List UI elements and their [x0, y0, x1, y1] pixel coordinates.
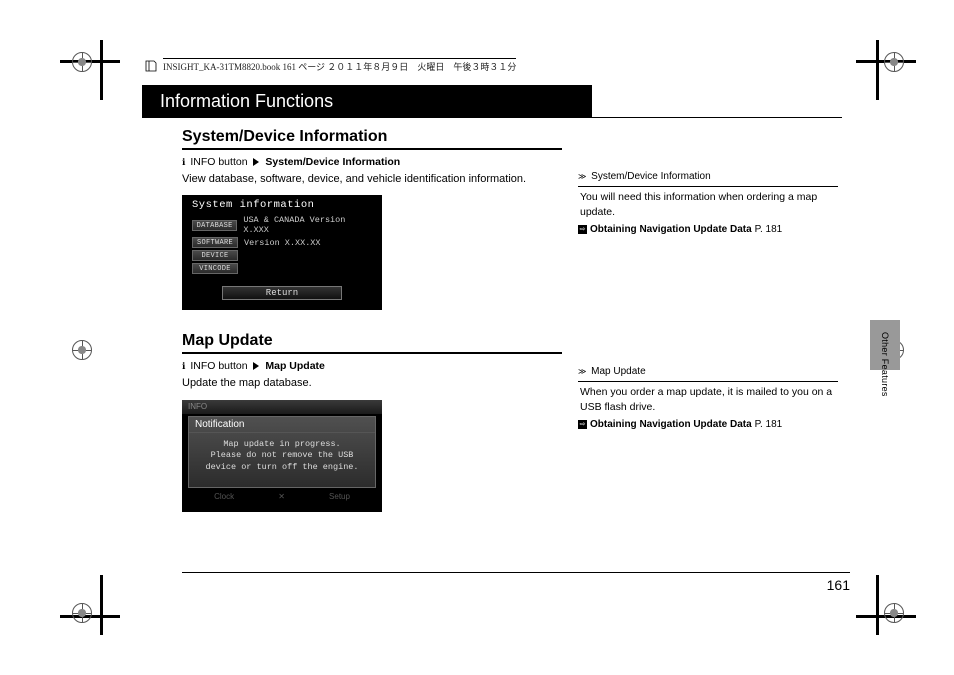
screenshot-row: DATABASE USA & CANADA Version X.XXX	[182, 215, 382, 237]
book-icon	[145, 60, 157, 72]
section-heading-system-info: System/Device Information	[182, 128, 562, 150]
main-column: System/Device Information ℹ INFO button …	[182, 128, 562, 534]
source-file-header: INSIGHT_KA-31TM8820.book 161 ページ ２０１１年８月…	[145, 58, 516, 73]
screenshot-row: DEVICE	[182, 250, 382, 263]
section-body: View database, software, device, and veh…	[182, 172, 562, 187]
registration-mark-icon	[884, 603, 904, 623]
screenshot-top-bar: INFO	[182, 400, 382, 414]
screenshot-row: SOFTWARE Version X.XX.XX	[182, 237, 382, 250]
screenshot-row: VINCODE	[182, 263, 382, 276]
breadcrumb-prefix: INFO button	[190, 360, 247, 372]
notification-body: Map update in progress. Please do not re…	[189, 433, 375, 479]
screenshot-bottom-bar: Clock ✕ Setup	[182, 490, 382, 505]
sidebar-section-system-info: ≫ System/Device Information You will nee…	[578, 170, 838, 237]
notification-line: Map update in progress.	[193, 439, 371, 450]
breadcrumb-target: Map Update	[265, 360, 325, 372]
screenshot-field-button: VINCODE	[192, 263, 238, 274]
crop-mark	[60, 575, 120, 635]
link-icon: ⇨	[578, 420, 587, 429]
wrench-icon: ✕	[278, 492, 285, 501]
breadcrumb-target: System/Device Information	[265, 156, 400, 168]
thumb-tab-label: Other Features	[880, 332, 890, 397]
screenshot-title: System information	[182, 195, 382, 215]
screenshot-field-button: SOFTWARE	[192, 237, 238, 248]
link-icon: ⇨	[578, 225, 587, 234]
sidebar-body: When you order a map update, it is maile…	[578, 385, 838, 415]
reference-page: P. 181	[755, 224, 783, 235]
side-column: ≫ System/Device Information You will nee…	[578, 170, 838, 453]
registration-mark-icon	[72, 340, 92, 360]
screenshot-map-update: INFO Notification Map update in progress…	[182, 400, 382, 512]
section-body: Update the map database.	[182, 376, 562, 391]
screenshot-system-info: System information DATABASE USA & CANADA…	[182, 195, 382, 310]
breadcrumb-arrow-icon	[253, 362, 259, 370]
breadcrumb-map-update: ℹ INFO button Map Update	[182, 360, 562, 372]
sidebar-body: You will need this information when orde…	[578, 190, 838, 220]
screenshot-return-button: Return	[222, 286, 342, 300]
breadcrumb-system-info: ℹ INFO button System/Device Information	[182, 156, 562, 168]
info-button-icon: ℹ	[182, 361, 185, 372]
crop-mark	[856, 40, 916, 100]
cross-reference: ⇨Obtaining Navigation Update Data P. 181	[578, 417, 838, 433]
bottom-label-setup: Setup	[329, 492, 350, 501]
screenshot-field-button: DATABASE	[192, 220, 237, 231]
reference-page: P. 181	[755, 419, 783, 430]
bottom-label-clock: Clock	[214, 492, 234, 501]
notification-title: Notification	[189, 417, 375, 433]
page-title: Information Functions	[142, 85, 592, 117]
reference-text: Obtaining Navigation Update Data	[590, 419, 752, 430]
info-button-icon: ℹ	[182, 157, 185, 168]
notification-line: device or turn off the engine.	[193, 462, 371, 473]
title-rule	[142, 117, 842, 118]
registration-mark-icon	[72, 52, 92, 72]
file-header-text: INSIGHT_KA-31TM8820.book 161 ページ ２０１１年８月…	[163, 58, 516, 73]
registration-mark-icon	[884, 52, 904, 72]
sidebar-heading: ≫ System/Device Information	[578, 170, 838, 187]
section-heading-map-update: Map Update	[182, 332, 562, 354]
breadcrumb-prefix: INFO button	[190, 156, 247, 168]
notification-line: Please do not remove the USB	[193, 450, 371, 461]
sidebar-marker-icon: ≫	[578, 171, 586, 183]
registration-mark-icon	[72, 603, 92, 623]
screenshot-field-value: Version X.XX.XX	[244, 238, 321, 248]
sidebar-heading: ≫ Map Update	[578, 365, 838, 382]
sidebar-marker-icon: ≫	[578, 366, 586, 378]
sidebar-section-map-update: ≫ Map Update When you order a map update…	[578, 365, 838, 432]
sidebar-title: System/Device Information	[591, 171, 711, 182]
page-number: 161	[827, 577, 850, 593]
sidebar-title: Map Update	[591, 366, 645, 377]
breadcrumb-arrow-icon	[253, 158, 259, 166]
screenshot-field-button: DEVICE	[192, 250, 238, 261]
reference-text: Obtaining Navigation Update Data	[590, 224, 752, 235]
screenshot-field-value: USA & CANADA Version X.XXX	[243, 215, 374, 235]
cross-reference: ⇨Obtaining Navigation Update Data P. 181	[578, 222, 838, 238]
screenshot-notification: Notification Map update in progress. Ple…	[188, 416, 376, 488]
crop-mark	[60, 40, 120, 100]
footer-rule	[182, 572, 850, 573]
